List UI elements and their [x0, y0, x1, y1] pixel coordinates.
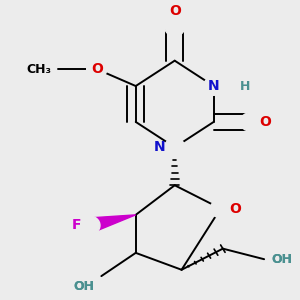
Text: CH₃: CH₃: [26, 63, 51, 76]
Text: OH: OH: [74, 280, 94, 293]
Circle shape: [211, 199, 231, 218]
Circle shape: [204, 77, 224, 95]
Text: OH: OH: [74, 280, 94, 293]
Text: N: N: [208, 79, 220, 93]
Text: O: O: [230, 202, 242, 215]
Circle shape: [165, 138, 185, 157]
Circle shape: [80, 216, 100, 235]
Text: O: O: [260, 115, 272, 129]
Text: O: O: [91, 62, 103, 76]
Circle shape: [240, 112, 260, 131]
Circle shape: [165, 18, 185, 36]
Circle shape: [87, 60, 107, 78]
Text: N: N: [154, 140, 166, 154]
Text: O: O: [169, 4, 181, 18]
Text: F: F: [72, 218, 82, 233]
Text: OH: OH: [271, 253, 292, 266]
Text: OH: OH: [271, 253, 292, 266]
Text: H: H: [240, 80, 250, 92]
Polygon shape: [88, 215, 136, 233]
